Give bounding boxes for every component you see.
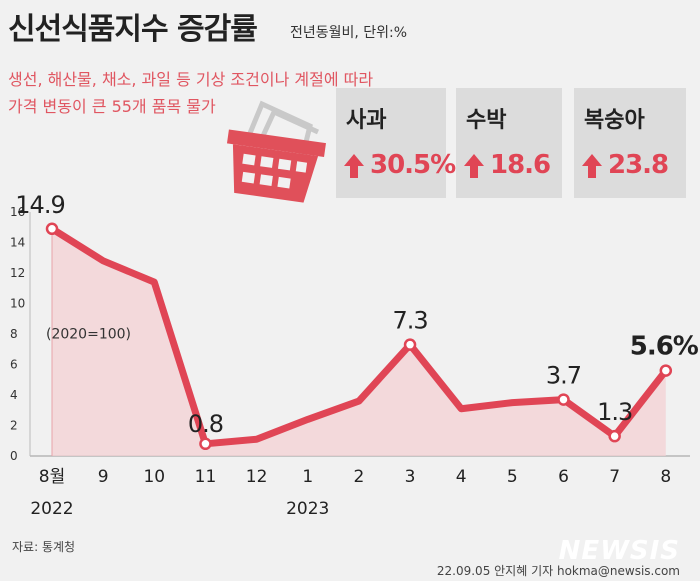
data-label: 7.3 xyxy=(392,307,427,335)
source-text: 자료: 통계청 xyxy=(12,540,76,554)
card-watermelon-name: 수박 xyxy=(466,108,507,133)
y-tick-label: 14 xyxy=(10,236,25,250)
x-tick-label: 1 xyxy=(302,467,313,487)
data-label: 14.9 xyxy=(15,191,64,219)
data-label: 3.7 xyxy=(546,362,581,390)
card-peach-value: 23.8 xyxy=(608,150,669,180)
x-tick-label: 2 xyxy=(353,467,364,487)
card-apple: 사과 30.5% xyxy=(336,88,456,198)
data-point-marker xyxy=(659,364,673,377)
x-tick-label: 12 xyxy=(246,467,268,487)
base-year-annotation: (2020=100) xyxy=(46,327,131,343)
x-tick-label: 4 xyxy=(456,467,467,487)
chart-title: 신선식품지수 증감률 xyxy=(8,12,258,47)
description-line-2: 가격 변동이 큰 55개 품목 물가 xyxy=(8,97,216,116)
card-watermelon-value: 18.6 xyxy=(490,150,551,180)
credit-text: 22.09.05 안지혜 기자 hokma@newsis.com xyxy=(436,564,680,578)
y-tick-label: 6 xyxy=(10,358,18,372)
card-peach-name: 복숭아 xyxy=(584,108,645,133)
card-apple-name: 사과 xyxy=(346,108,387,133)
y-tick-label: 2 xyxy=(10,419,18,433)
y-tick-label: 4 xyxy=(10,388,18,402)
y-tick-label: 8 xyxy=(10,327,18,341)
y-tick-label: 12 xyxy=(10,266,25,280)
year-label: 2023 xyxy=(286,499,329,519)
data-point-marker xyxy=(608,429,621,443)
x-tick-label: 5 xyxy=(507,467,518,487)
data-point-marker xyxy=(403,338,417,351)
data-point-marker xyxy=(557,393,570,406)
data-point-marker xyxy=(45,222,59,236)
data-label: 0.8 xyxy=(188,410,223,438)
year-label: 2022 xyxy=(30,499,73,519)
description-line-1: 생선, 해산물, 채소, 과일 등 기상 조건이나 계절에 따라 xyxy=(8,70,374,89)
data-label: 5.6% xyxy=(630,332,699,362)
card-watermelon: 수박 18.6 xyxy=(456,88,562,198)
x-tick-label: 8 xyxy=(660,467,671,487)
area-fill xyxy=(52,228,666,456)
y-tick-label: 16 xyxy=(10,205,25,219)
arrow-up-icon xyxy=(344,154,364,178)
x-tick-label: 8월 xyxy=(39,467,65,487)
x-tick-label: 3 xyxy=(405,467,416,487)
card-apple-value: 30.5% xyxy=(370,150,456,180)
x-tick-label: 10 xyxy=(143,467,165,487)
data-point-marker xyxy=(199,437,212,451)
x-tick-label: 11 xyxy=(195,467,217,487)
arrow-up-icon xyxy=(464,154,484,178)
y-tick-label: 10 xyxy=(10,297,25,311)
x-tick-label: 9 xyxy=(98,467,109,487)
x-tick-label: 6 xyxy=(558,467,569,487)
card-peach: 복숭아 23.8 xyxy=(574,88,686,198)
y-tick-label: 0 xyxy=(10,449,18,463)
x-tick-label: 7 xyxy=(609,467,620,487)
basket-icon xyxy=(226,100,326,203)
arrow-up-icon xyxy=(582,154,602,178)
unit-label: 전년동월비, 단위:% xyxy=(290,25,408,41)
data-label: 1.3 xyxy=(597,398,632,426)
newsis-logo: NEWSIS xyxy=(558,536,680,566)
